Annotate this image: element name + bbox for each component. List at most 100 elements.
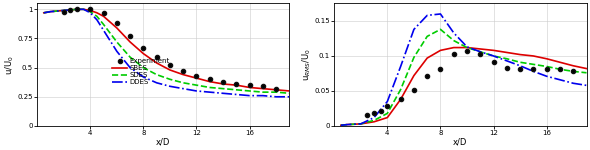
DDES (246, 95, 253, 97)
SBES (260, 88, 267, 90)
SDES (73, 8, 80, 10)
SDES (477, 51, 484, 53)
SDES (556, 68, 563, 70)
SBES (73, 8, 80, 10)
DDES (397, 66, 404, 67)
SDES (450, 40, 457, 41)
SBES (358, 123, 365, 125)
SDES (233, 89, 240, 91)
SBES (80, 8, 87, 10)
DDES (219, 92, 227, 94)
SBES (166, 69, 173, 71)
SBES (517, 54, 524, 56)
SDES (358, 123, 365, 125)
SDES (583, 72, 590, 74)
DDES (450, 32, 457, 34)
DDES (260, 95, 267, 97)
SDES (40, 12, 47, 14)
DDES (127, 67, 134, 69)
SDES (273, 91, 280, 93)
SBES (543, 58, 550, 60)
DDES (477, 51, 484, 53)
SBES (337, 124, 345, 126)
Experiment (67, 10, 74, 11)
Experiment (166, 64, 173, 66)
SBES (583, 68, 590, 69)
DDES (233, 94, 240, 95)
SBES (233, 84, 240, 86)
Line: DDES: DDES (341, 14, 586, 125)
DDES (100, 29, 107, 31)
SBES (193, 77, 200, 79)
DDES (180, 88, 187, 90)
SBES (273, 89, 280, 91)
DDES (530, 70, 537, 72)
DDES (273, 96, 280, 98)
SDES (153, 74, 160, 76)
SDES (543, 66, 550, 67)
SBES (570, 65, 577, 67)
Experiment (490, 61, 497, 62)
SBES (100, 15, 107, 17)
Y-axis label: u/U$_0$: u/U$_0$ (4, 55, 16, 75)
SBES (477, 48, 484, 50)
SDES (140, 67, 147, 69)
SDES (246, 90, 253, 92)
SBES (219, 83, 227, 85)
DDES (570, 82, 577, 84)
SDES (206, 87, 214, 88)
SBES (180, 74, 187, 76)
Experiment (140, 47, 147, 49)
DDES (556, 79, 563, 81)
Experiment (517, 68, 524, 69)
DDES (344, 124, 351, 125)
Experiment (437, 68, 444, 69)
SDES (397, 89, 404, 90)
Experiment (127, 35, 134, 37)
DDES (437, 13, 444, 15)
DDES (140, 76, 147, 78)
SDES (570, 70, 577, 72)
DDES (87, 12, 94, 14)
SBES (437, 50, 444, 51)
Experiment (397, 98, 404, 100)
Experiment (371, 112, 378, 114)
DDES (337, 124, 345, 126)
SDES (180, 82, 187, 84)
SBES (503, 52, 510, 53)
Legend: Experiment, SBES, SDES, DDES: Experiment, SBES, SDES, DDES (112, 57, 171, 86)
SBES (450, 47, 457, 48)
DDES (153, 82, 160, 84)
Experiment (73, 8, 80, 10)
Experiment (411, 89, 418, 90)
SBES (87, 10, 94, 11)
SDES (464, 47, 471, 48)
Experiment (233, 83, 240, 85)
DDES (113, 50, 120, 52)
SDES (411, 56, 418, 58)
SBES (424, 57, 431, 59)
DDES (206, 91, 214, 93)
Experiment (477, 53, 484, 55)
SDES (503, 58, 510, 60)
SDES (286, 92, 293, 94)
SBES (556, 61, 563, 63)
SBES (246, 87, 253, 88)
SBES (371, 121, 378, 123)
DDES (40, 12, 47, 14)
Experiment (377, 110, 384, 111)
SDES (166, 78, 173, 80)
SDES (60, 10, 67, 11)
DDES (73, 8, 80, 10)
DDES (60, 10, 67, 11)
DDES (47, 11, 54, 13)
SDES (93, 15, 100, 17)
Experiment (570, 70, 577, 72)
SBES (127, 41, 134, 43)
SBES (411, 75, 418, 76)
SDES (127, 56, 134, 58)
Line: Experiment: Experiment (365, 49, 575, 118)
DDES (80, 8, 87, 10)
SBES (490, 50, 497, 51)
SBES (530, 55, 537, 57)
